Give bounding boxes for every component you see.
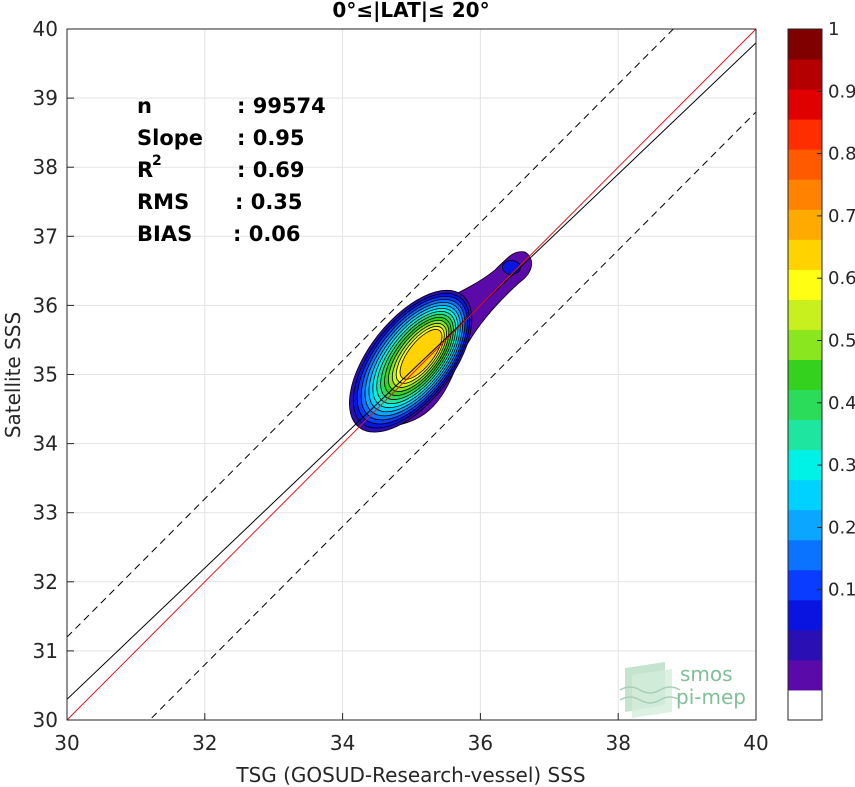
colorbar-segment <box>788 359 822 391</box>
lower-bound-line <box>148 111 756 720</box>
colorbar-segment <box>788 509 822 541</box>
colorbar-tick-label: 0.2 <box>828 517 855 538</box>
y-tick-label: 37 <box>33 224 58 248</box>
stat-value: : 0.35 <box>235 190 303 214</box>
identity-line <box>67 29 756 720</box>
y-axis-ticks: 30 31 32 33 34 35 36 37 38 39 40 <box>33 17 74 732</box>
colorbar-tick-label: 0.3 <box>828 455 855 476</box>
colorbar-segment <box>788 89 822 120</box>
colorbar-segment <box>788 599 822 631</box>
colorbar-segment <box>788 269 822 300</box>
colorbar-segment <box>788 59 822 90</box>
y-axis-label: Satellite SSS <box>1 312 25 438</box>
colorbar-segment <box>788 209 822 240</box>
colorbar-segment <box>788 689 822 721</box>
stat-label: R <box>137 158 153 182</box>
stat-label: n <box>137 94 152 118</box>
colorbar-segment <box>788 179 822 210</box>
y-tick-label: 30 <box>33 708 58 732</box>
colorbar-segment <box>788 299 822 330</box>
colorbar-tick-label: 0.1 <box>828 580 855 601</box>
colorbar-segment <box>788 239 822 270</box>
colorbar-segment <box>788 539 822 571</box>
density-contour-level <box>399 328 443 380</box>
x-tick-label: 30 <box>54 731 79 755</box>
colorbar <box>787 28 823 721</box>
stat-value: : 99574 <box>237 94 326 118</box>
colorbar-segment <box>788 659 822 691</box>
x-tick-label: 32 <box>192 731 217 755</box>
colorbar-segment <box>788 149 822 180</box>
colorbar-tick-label: 0.5 <box>828 331 855 352</box>
colorbar-segment <box>788 419 822 451</box>
colorbar-segment <box>788 449 822 481</box>
colorbar-segment <box>788 329 822 360</box>
x-tick-label: 34 <box>330 731 355 755</box>
colorbar-frame <box>787 28 823 721</box>
x-axis-ticks: 30 32 34 36 38 40 <box>54 713 769 755</box>
y-tick-label: 32 <box>33 570 58 594</box>
y-tick-label: 33 <box>33 501 58 525</box>
stat-label: BIAS <box>137 222 192 246</box>
logo-text-bottom: pi-mep <box>676 685 746 709</box>
colorbar-tick-label: 0.7 <box>828 206 855 227</box>
stat-label: Slope <box>137 126 203 150</box>
colorbar-segment <box>788 29 822 60</box>
colorbar-segment <box>788 119 822 150</box>
regression-line <box>67 42 756 700</box>
x-tick-label: 38 <box>605 731 630 755</box>
y-tick-label: 39 <box>33 86 58 110</box>
colorbar-tick-label: 0.4 <box>828 393 855 414</box>
density-contours <box>349 251 532 433</box>
x-tick-label: 36 <box>468 731 493 755</box>
colorbar-tick-label: 0.9 <box>828 81 855 102</box>
colorbar-segment <box>788 569 822 601</box>
y-tick-label: 40 <box>33 17 58 41</box>
y-tick-label: 34 <box>33 432 58 456</box>
statistics-box: n : 99574 Slope : 0.95 R2 : 0.69 RMS : 0.35 BIAS… <box>137 94 326 246</box>
stat-value: : 0.69 <box>237 158 305 182</box>
stat-value: : 0.95 <box>237 126 305 150</box>
reference-lines <box>67 29 756 720</box>
x-tick-label: 40 <box>743 731 768 755</box>
stat-label: RMS <box>137 190 189 214</box>
stat-superscript: 2 <box>152 153 162 169</box>
colorbar-segment <box>788 389 822 421</box>
upper-bound-line <box>67 29 675 638</box>
colorbar-segment <box>788 629 822 661</box>
logo-text-top: smos <box>680 662 733 686</box>
y-tick-label: 31 <box>33 639 58 663</box>
colorbar-ticks: 0.1 0.2 0.3 0.4 0.5 0.6 0.7 0.8 0.9 1 <box>817 19 855 601</box>
colorbar-tick-label: 0.6 <box>828 268 855 289</box>
colorbar-tick-label: 1 <box>828 19 839 40</box>
y-tick-label: 35 <box>33 363 58 387</box>
stat-value: : 0.06 <box>233 222 301 246</box>
colorbar-segment <box>788 479 822 511</box>
grid <box>66 28 757 721</box>
colorbar-tick-label: 0.8 <box>828 144 855 165</box>
chart-title: 0°≤|LAT|≤ 20° <box>332 0 489 22</box>
y-tick-label: 38 <box>33 155 58 179</box>
logo-waves-icon <box>619 662 681 718</box>
logo: smos pi-mep <box>619 662 746 718</box>
x-axis-label: TSG (GOSUD-Research-vessel) SSS <box>235 763 585 787</box>
y-tick-label: 36 <box>33 293 58 317</box>
